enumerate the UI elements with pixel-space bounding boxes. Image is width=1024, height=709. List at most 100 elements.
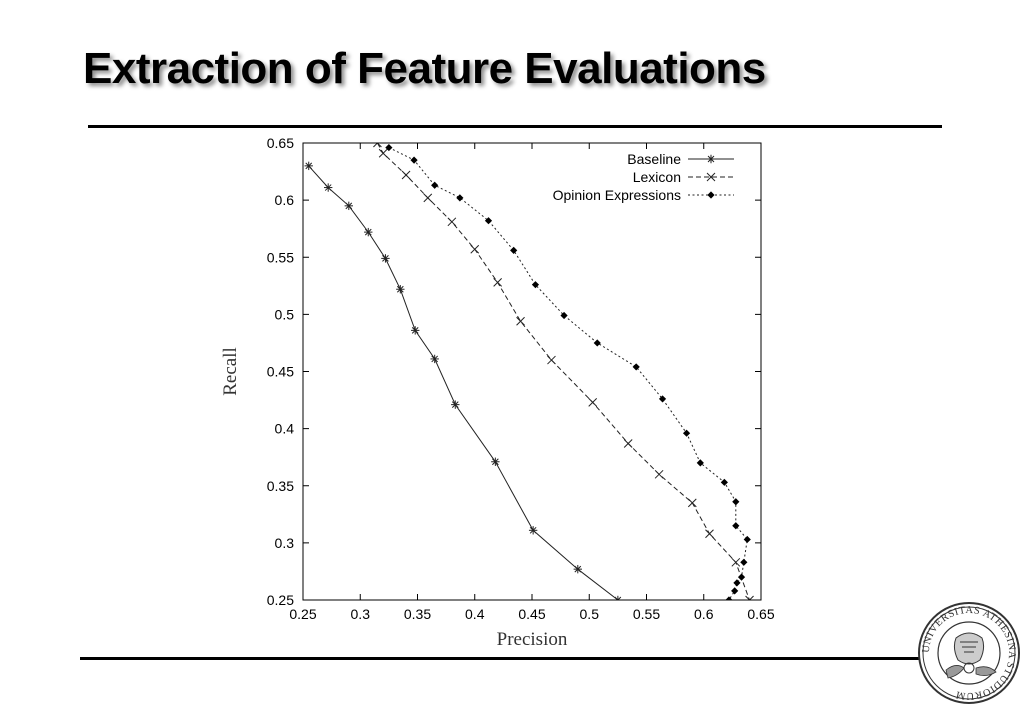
legend-marker — [706, 172, 716, 182]
data-point-baseline — [528, 526, 538, 535]
series-opinion-expressions — [385, 143, 751, 600]
marker-stroke — [547, 355, 556, 365]
data-point-baseline — [396, 285, 405, 294]
university-seal-logo: UNIVERSITAS ATHESINA STUDIORUM — [918, 602, 1020, 704]
x-axis-label: Precision — [497, 629, 568, 650]
data-point-opinion-expressions — [410, 156, 418, 164]
data-point-opinion-expressions — [733, 579, 741, 587]
data-point-opinion-expressions — [737, 573, 746, 581]
marker-diamond — [484, 217, 493, 225]
series-baseline — [304, 161, 623, 600]
marker-stroke — [411, 327, 419, 334]
data-point-opinion-expressions — [740, 558, 748, 566]
series-line-lexicon — [376, 143, 750, 600]
legend-label: Lexicon — [633, 169, 681, 185]
data-point-baseline — [451, 400, 460, 409]
marker-stroke — [493, 278, 503, 287]
data-point-lexicon — [493, 278, 503, 287]
marker-diamond — [740, 558, 748, 566]
marker-stroke — [529, 526, 537, 534]
marker-stroke — [431, 355, 439, 363]
legend-item-opinion-expressions: Opinion Expressions — [553, 187, 734, 203]
y-tick-label: 0.3 — [275, 535, 295, 551]
data-point-baseline — [304, 161, 313, 171]
marker-stroke — [492, 458, 499, 466]
marker-stroke — [731, 557, 741, 567]
data-point-lexicon — [373, 143, 382, 148]
marker-stroke — [324, 184, 332, 191]
data-point-lexicon — [516, 316, 525, 326]
marker-stroke — [305, 162, 313, 170]
marker-stroke — [345, 202, 353, 210]
marker-stroke — [451, 401, 459, 408]
y-tick-label: 0.45 — [267, 364, 294, 380]
data-point-baseline — [573, 564, 582, 574]
marker-diamond — [732, 498, 740, 506]
footer-rule — [80, 657, 922, 660]
x-tick-label: 0.45 — [518, 606, 545, 622]
data-point-opinion-expressions — [682, 429, 691, 437]
data-point-baseline — [491, 457, 500, 466]
data-point-lexicon — [623, 439, 633, 448]
data-point-baseline — [381, 254, 390, 263]
marker-stroke — [617, 596, 622, 600]
marker-stroke — [614, 596, 619, 600]
data-point-lexicon — [401, 170, 411, 180]
data-point-opinion-expressions — [732, 498, 740, 506]
data-point-baseline — [364, 227, 373, 237]
marker-stroke — [470, 244, 480, 254]
data-point-lexicon — [378, 148, 388, 158]
marker-diamond — [431, 181, 439, 189]
data-point-baseline — [411, 326, 420, 335]
marker-diamond — [725, 596, 733, 600]
data-point-opinion-expressions — [658, 395, 667, 403]
marker-diamond — [743, 535, 751, 544]
x-tick-label: 0.3 — [351, 606, 371, 622]
title-rule — [88, 125, 942, 128]
data-point-opinion-expressions — [531, 281, 540, 289]
data-point-opinion-expressions — [720, 478, 728, 486]
slide-title: Extraction of Feature Evaluations — [83, 44, 766, 93]
data-point-lexicon — [687, 498, 697, 508]
series-lexicon — [373, 143, 754, 600]
marker-stroke — [706, 172, 716, 182]
data-point-opinion-expressions — [696, 459, 704, 467]
data-point-lexicon — [745, 595, 754, 600]
y-tick-label: 0.6 — [275, 192, 295, 208]
marker-stroke — [654, 469, 664, 479]
data-point-lexicon — [447, 217, 457, 227]
marker-diamond — [732, 522, 740, 530]
data-point-lexicon — [470, 244, 480, 254]
x-tick-label: 0.5 — [580, 606, 600, 622]
marker-stroke — [378, 148, 388, 158]
data-point-lexicon — [547, 355, 556, 365]
y-tick-label: 0.5 — [275, 306, 295, 322]
legend-marker — [706, 154, 716, 164]
marker-stroke — [745, 595, 751, 600]
marker-diamond — [720, 478, 728, 486]
marker-diamond — [510, 246, 518, 254]
marker-stroke — [623, 439, 633, 448]
y-tick-label: 0.65 — [267, 135, 294, 151]
precision-recall-chart: 0.25 0.3 0.35 0.4 0.45 0.5 0.55 0.6 0.65 0.25 0.3 0… — [220, 135, 775, 650]
marker-stroke — [748, 595, 754, 600]
x-tick-label: 0.55 — [633, 606, 660, 622]
marker-diamond — [707, 191, 715, 199]
marker-stroke — [588, 397, 598, 407]
marker-diamond — [632, 363, 640, 371]
marker-diamond — [385, 143, 393, 152]
marker-stroke — [382, 255, 389, 262]
data-point-lexicon — [731, 557, 741, 567]
marker-diamond — [593, 339, 601, 347]
legend-label: Opinion Expressions — [553, 187, 681, 203]
marker-diamond — [731, 587, 739, 595]
x-tick-label: 0.25 — [289, 606, 316, 622]
x-tick-label: 0.35 — [404, 606, 431, 622]
series-line-baseline — [308, 165, 619, 600]
data-point-opinion-expressions — [456, 194, 464, 202]
marker-diamond — [682, 429, 691, 437]
data-point-lexicon — [588, 397, 598, 407]
series-layer — [304, 143, 754, 600]
legend: Baseline Lexicon Opinion Expressions — [553, 151, 734, 203]
marker-stroke — [447, 217, 457, 227]
